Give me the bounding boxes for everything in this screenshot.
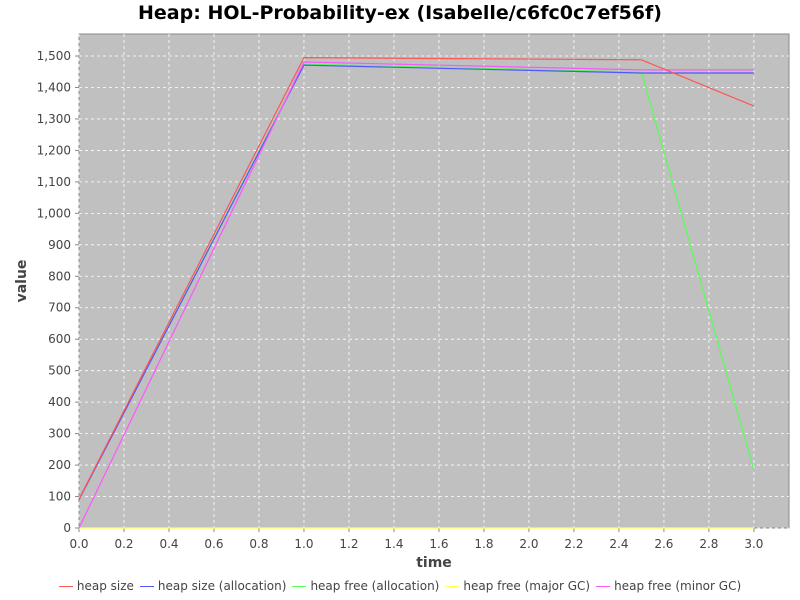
y-tick-label: 1,300 [37,112,71,126]
x-tick-label: 0.2 [114,537,133,551]
x-tick-label: 1.0 [294,537,313,551]
y-tick-label: 1,500 [37,49,71,63]
y-tick-label: 500 [48,364,71,378]
y-tick-label: 1,100 [37,175,71,189]
x-tick-label: 0.4 [159,537,178,551]
y-tick-label: 1,200 [37,143,71,157]
y-tick-label: 600 [48,332,71,346]
y-tick-label: 100 [48,490,71,504]
legend-swatch [292,586,307,587]
chart-title: Heap: HOL-Probability-ex (Isabelle/c6fc0… [138,2,662,24]
plot-area [78,33,790,529]
x-tick-label: 1.2 [339,537,358,551]
x-tick-label: 2.2 [564,537,583,551]
y-tick-label: 1,000 [37,206,71,220]
x-tick-label: 3.0 [744,537,763,551]
legend-label: heap free (allocation) [310,579,440,593]
series-line-heap-size-allocation- [78,64,754,500]
legend-label: heap size [76,579,134,593]
x-tick-label: 1.6 [429,537,448,551]
legend-item: heap free (allocation) [292,579,439,593]
legend-item: heap size (allocation) [139,579,287,593]
legend-swatch [139,586,154,587]
legend-swatch [596,586,611,587]
x-tick-label: 2.4 [609,537,628,551]
legend-swatch [445,586,460,587]
x-tick-label: 2.8 [699,537,718,551]
y-tick-label: 0 [63,521,71,535]
x-tick-label: 2.0 [519,537,538,551]
series-line-heap-free-minor-gc- [78,61,754,529]
x-tick-label: 0.8 [249,537,268,551]
x-tick-label: 1.4 [384,537,403,551]
legend-item: heap free (major GC) [445,579,590,593]
y-tick-label: 400 [48,395,71,409]
legend-swatch [58,586,73,587]
x-tick-label: 0.0 [69,537,88,551]
y-tick-label: 300 [48,427,71,441]
legend: heap size heap size (allocation) heap free… [0,579,800,593]
y-tick-label: 700 [48,301,71,315]
legend-label: heap free (minor GC) [614,579,742,593]
legend-label: heap size (allocation) [157,579,287,593]
legend-label: heap free (major GC) [463,579,591,593]
x-axis-label: time [416,555,452,571]
legend-item: heap free (minor GC) [596,579,741,593]
y-tick-label: 900 [48,238,71,252]
legend-item: heap size [58,579,134,593]
x-tick-label: 2.6 [654,537,673,551]
series-line-heap-size [78,56,755,500]
y-tick-label: 800 [48,269,71,283]
y-tick-label: 1,400 [37,80,71,94]
x-tick-label: 0.6 [204,537,223,551]
y-tick-label: 200 [48,458,71,472]
y-axis-label: value [14,260,30,303]
x-tick-label: 1.8 [474,537,493,551]
